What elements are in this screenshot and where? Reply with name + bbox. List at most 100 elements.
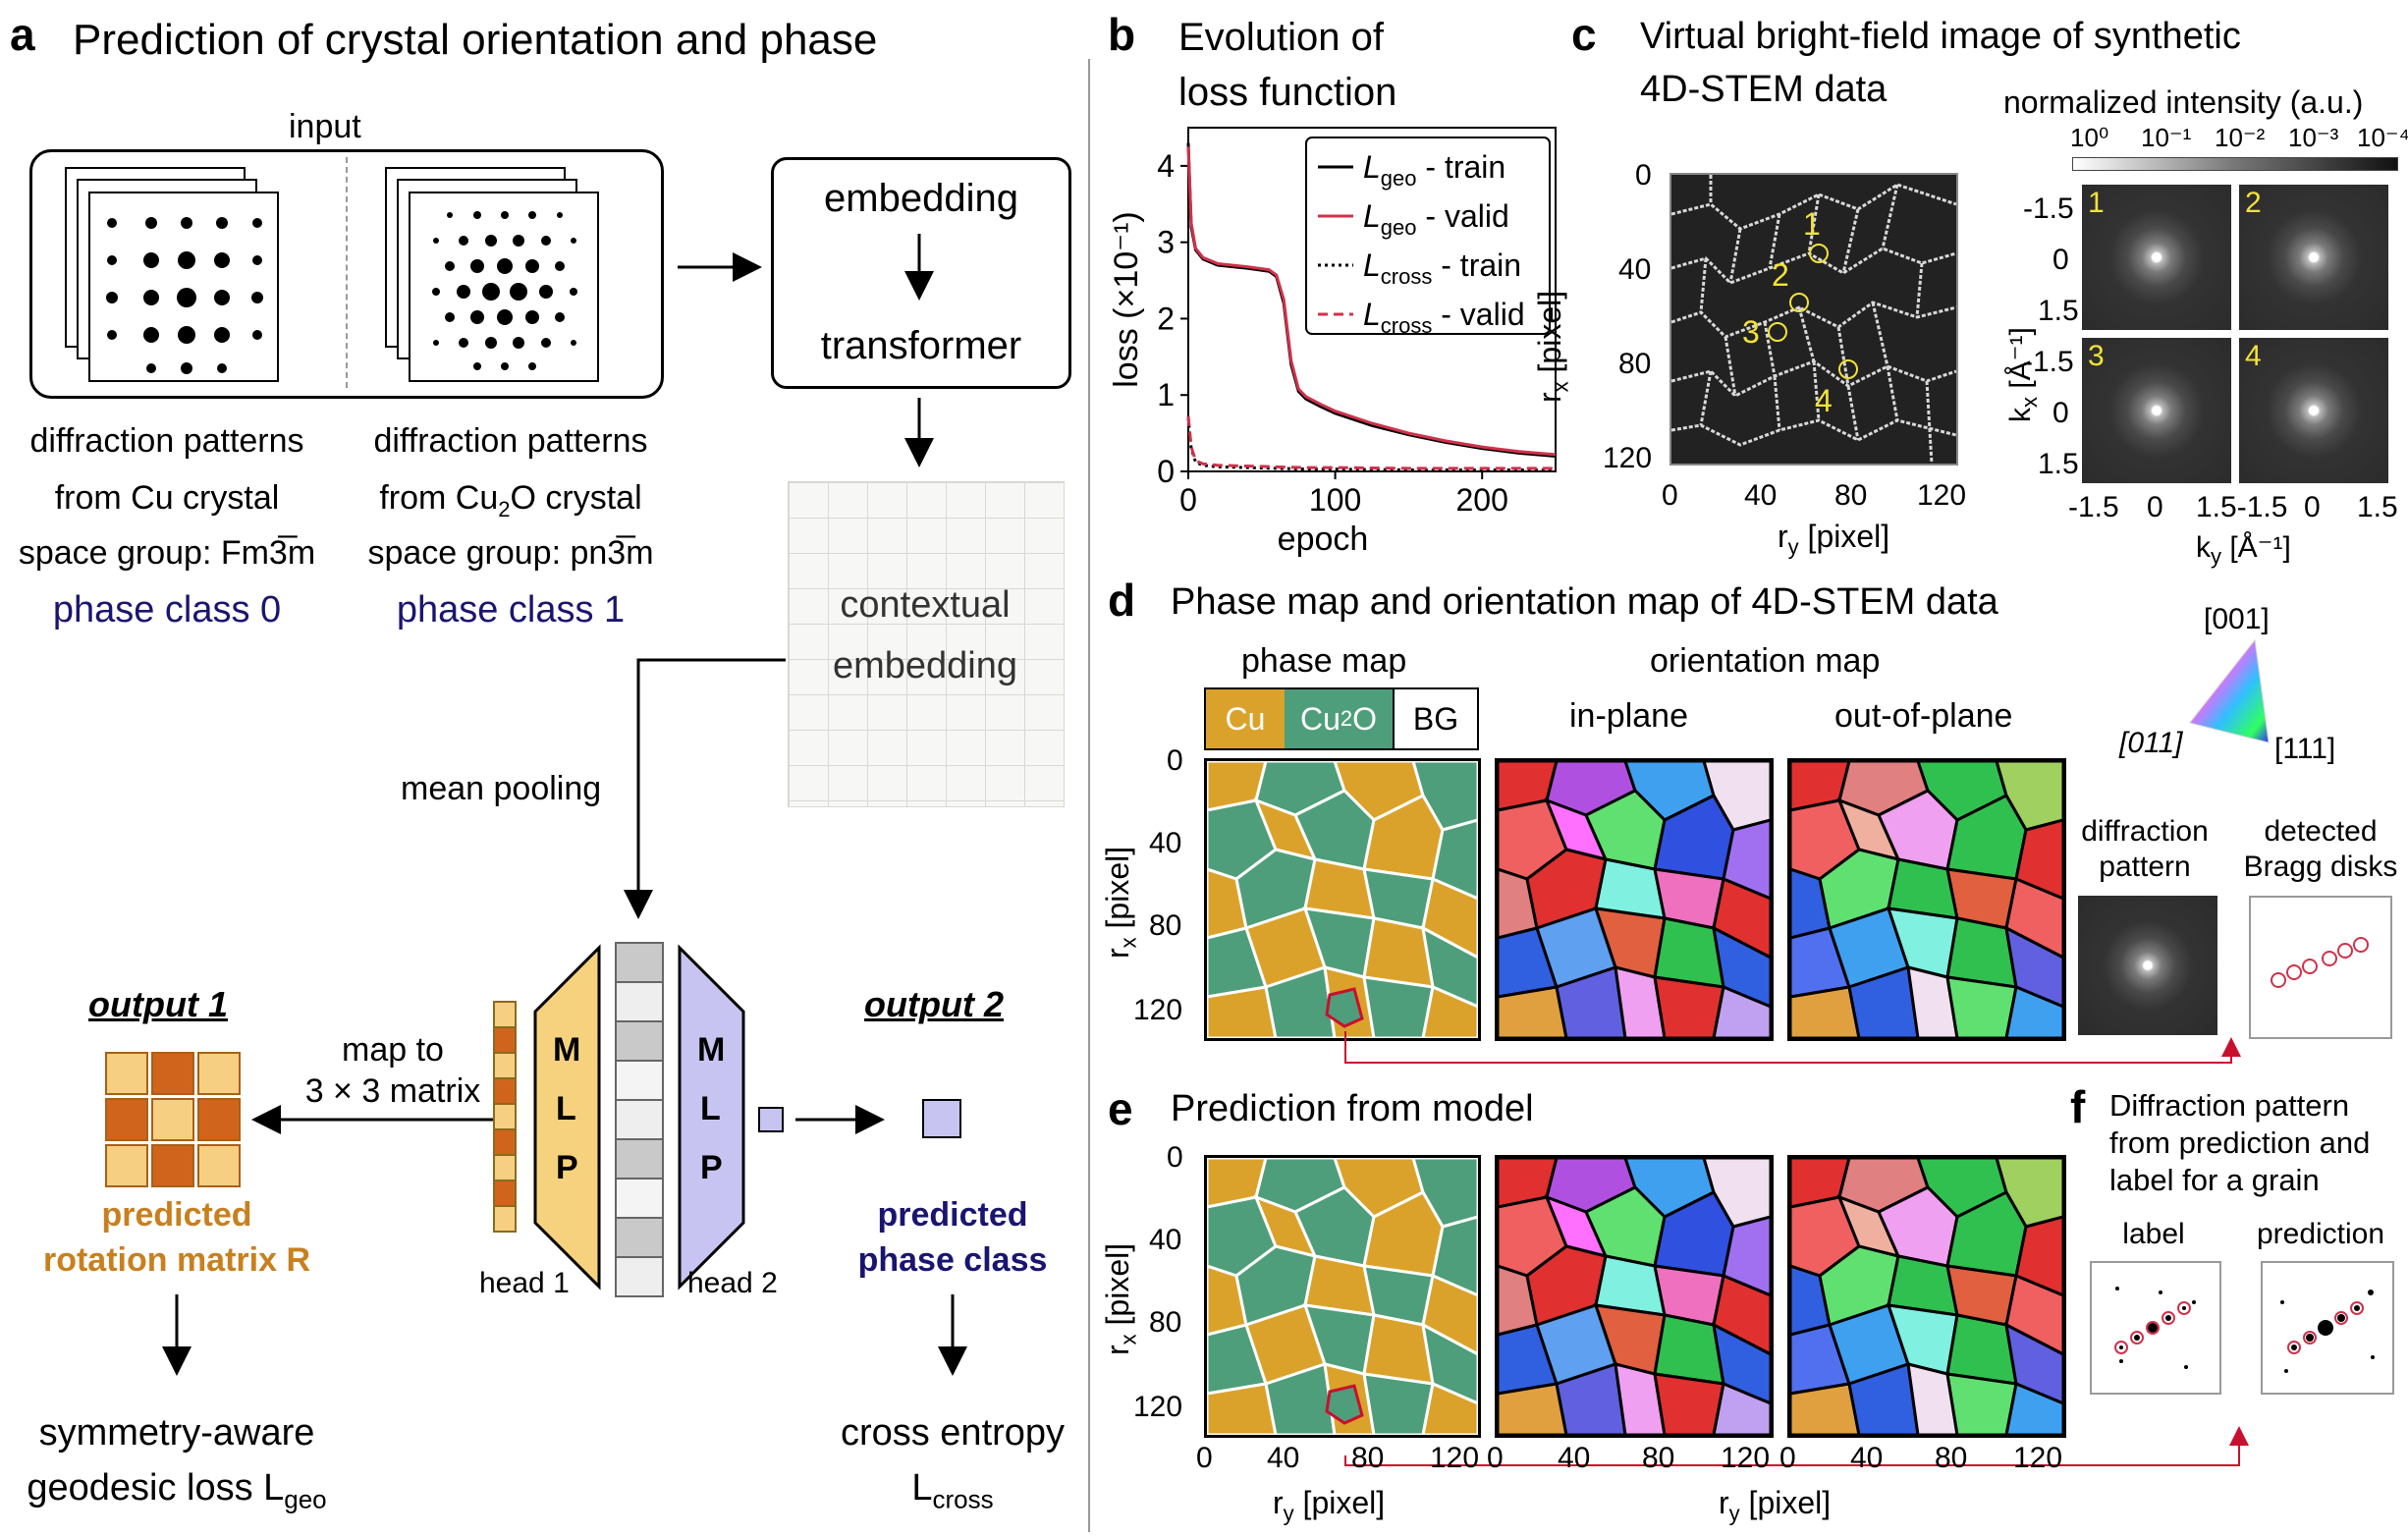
loss-ytick-label-0: 0 <box>1157 454 1175 489</box>
cu2o-line1: diffraction patterns <box>373 422 648 460</box>
in-plane-grains <box>1498 761 1771 1038</box>
colorbar <box>2072 157 2398 171</box>
loss-legend-label-1: Lgeo - valid <box>1363 198 1509 240</box>
ipf-011: [011] <box>2119 727 2183 759</box>
rotation-matrix-icon <box>105 1052 241 1187</box>
dp-2 <box>2239 185 2388 330</box>
k-ytick-6: 1.5 <box>2038 448 2079 480</box>
bragg-disks <box>2271 937 2369 988</box>
mlp1-m: M <box>553 1031 581 1069</box>
pred-phase-line2: phase class <box>857 1241 1048 1279</box>
mlp2-m: M <box>697 1031 726 1069</box>
pred-phase-line1: predicted <box>877 1196 1028 1234</box>
vbf-xtick-40: 40 <box>1744 479 1778 512</box>
out-of-plane-grains <box>1790 761 2063 1038</box>
vbf-xlabel: ry [pixel] <box>1778 519 1890 560</box>
vbf-ytick-0: 0 <box>1635 159 1652 192</box>
e-ytick-120: 120 <box>1133 1391 1183 1423</box>
e-xtick-40-b: 40 <box>1558 1442 1591 1474</box>
in-plane-orientation-map <box>1495 758 1774 1041</box>
dp-label-4: 4 <box>2245 340 2262 372</box>
colorbar-title: normalized intensity (a.u.) <box>2003 84 2364 120</box>
predicted-phase-box <box>922 1099 961 1138</box>
k-ytick-1: -1.5 <box>2023 192 2074 225</box>
panel-c-title2: 4D-STEM data <box>1640 69 1888 110</box>
bragg-disk-image <box>2249 896 2392 1039</box>
loss-series-line-2 <box>1186 417 1556 471</box>
e-xlabel-a: ry [pixel] <box>1273 1485 1386 1526</box>
dp-1 <box>2082 185 2231 330</box>
e-xtick-120-b: 120 <box>1721 1442 1771 1474</box>
head1-label: head 1 <box>479 1267 570 1299</box>
head2-output-box <box>758 1107 784 1132</box>
predicted-in-plane-grains <box>1498 1158 1771 1435</box>
e-xtick-120-a: 120 <box>1430 1442 1480 1474</box>
e-ylabel: rx [pixel] <box>1100 1242 1141 1355</box>
cu2o-pattern-front <box>409 192 599 382</box>
loss-series-line-3 <box>1186 415 1556 470</box>
vbf-ytick-40: 40 <box>1618 253 1652 286</box>
vbf-marker-2: 2 <box>1772 257 1789 293</box>
cu2o-line2: from Cu2O crystal <box>379 479 642 521</box>
predicted-in-plane-map <box>1495 1155 1774 1438</box>
vbf-marker-4: 4 <box>1815 383 1833 418</box>
loss-xtick-label-1: 100 <box>1309 482 1361 518</box>
phase-legend: Cu Cu 2 O BG <box>1204 687 1479 750</box>
rotation-matrix-cells <box>105 1052 241 1187</box>
loss2-line1: cross entropy <box>840 1412 1066 1454</box>
phase-map-label: phase map <box>1241 642 1407 680</box>
vbf-image <box>1669 173 1958 466</box>
input-divider <box>346 157 348 388</box>
prediction-title: prediction <box>2256 1218 2385 1250</box>
vbf-grain-boundaries <box>1670 175 1957 465</box>
k-xtick-3: 1.5-1.5 <box>2196 491 2288 523</box>
vbf-marker-3: 3 <box>1742 314 1760 350</box>
dp-label-2: 2 <box>2245 187 2262 219</box>
grain-dp-image <box>2078 896 2217 1035</box>
colorbar-tick-4: 10⁻⁴ <box>2357 123 2408 152</box>
panel-separator <box>1088 59 1090 1532</box>
k-xtick-2: 0 <box>2147 491 2163 523</box>
k-xtick-1: -1.5 <box>2068 491 2119 523</box>
contextual-label1: contextual <box>840 584 1011 626</box>
dp-4 <box>2239 338 2388 483</box>
e-xlabel-b: ry [pixel] <box>1719 1485 1832 1526</box>
panel-f-title3: label for a grain <box>2109 1163 2320 1197</box>
k-ytick-5: 0 <box>2052 397 2069 429</box>
panel-c-title1: Virtual bright-field image of synthetic <box>1640 16 2241 57</box>
loss-ytick-label-2: 2 <box>1157 301 1175 336</box>
panel-e-title: Prediction from model <box>1171 1088 1534 1129</box>
dp-label-1: 1 <box>2088 187 2105 219</box>
panel-d-title: Phase map and orientation map of 4D-STEM… <box>1171 581 1998 623</box>
embedding-label: embedding <box>824 177 1018 220</box>
e-xtick-120-c: 120 <box>2013 1442 2063 1474</box>
d-ytick-40: 40 <box>1149 827 1182 859</box>
k-ytick-3: 1.5 <box>2038 295 2079 327</box>
vbf-marker-1: 1 <box>1803 206 1821 242</box>
pooled-vector <box>615 942 664 1297</box>
e-xtick-0-b: 0 <box>1487 1442 1504 1474</box>
legend-bg: BG <box>1393 689 1477 748</box>
cu-line3: space group: Fm3̅m <box>18 534 316 572</box>
panel-a-title: Prediction of crystal orientation and ph… <box>73 16 878 64</box>
loss-legend-label-2: Lcross - train <box>1363 247 1521 289</box>
legend-cu: Cu <box>1206 689 1285 748</box>
orientation-map-label: orientation map <box>1650 642 1881 680</box>
vbf-ytick-80: 80 <box>1618 348 1652 380</box>
e-xtick-0-c: 0 <box>1779 1442 1796 1474</box>
label-dp <box>2090 1261 2221 1395</box>
colorbar-tick-3: 10⁻³ <box>2288 123 2339 152</box>
dp-label1: diffraction <box>2081 815 2209 848</box>
predicted-phase-grains <box>1207 1158 1478 1435</box>
head2-label: head 2 <box>687 1267 778 1299</box>
e-xtick-80-c: 80 <box>1935 1442 1968 1474</box>
loss-ytick-label-4: 4 <box>1157 148 1175 184</box>
e-xtick-80-a: 80 <box>1351 1442 1385 1474</box>
loss-ytick-label-3: 3 <box>1157 225 1175 260</box>
output2-label: output 2 <box>864 984 1004 1024</box>
e-ytick-40: 40 <box>1149 1224 1182 1256</box>
panel-f-letter: f <box>2070 1081 2086 1132</box>
mlp2-p: P <box>700 1149 723 1186</box>
